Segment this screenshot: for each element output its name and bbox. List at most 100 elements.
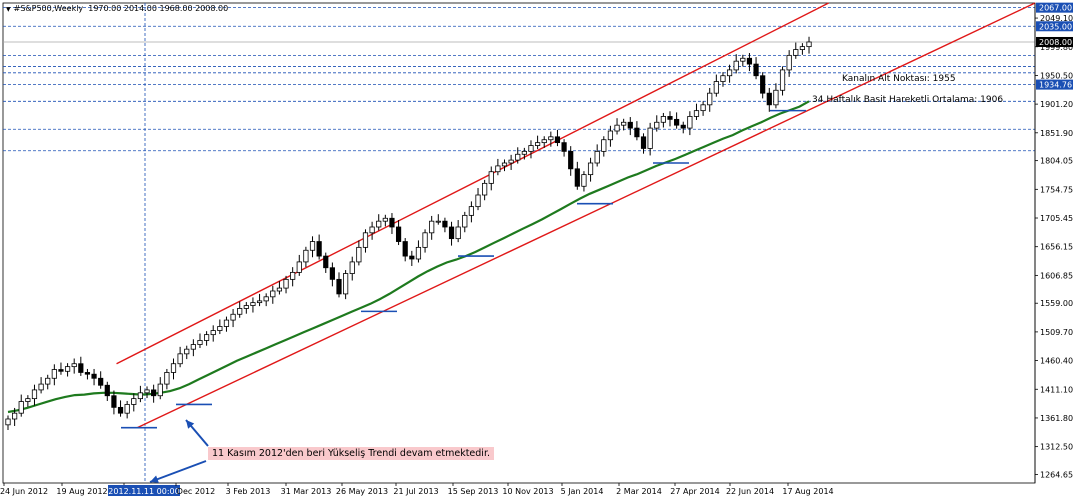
x-tick-label: 24 Jun 2012 xyxy=(0,487,48,496)
x-tick-label: 2 Mar 2014 xyxy=(616,487,662,496)
candle-bull xyxy=(237,308,243,315)
candle-bear xyxy=(84,372,91,375)
candle-bull xyxy=(243,305,249,309)
y-tick-label: 1804.05 xyxy=(1040,157,1073,166)
dropdown-triangle-icon[interactable]: ▼ xyxy=(6,6,11,13)
candle-bull xyxy=(263,296,269,302)
candle-bull xyxy=(230,313,236,321)
candle-bear xyxy=(117,406,124,414)
x-tick-label: 21 Jul 2013 xyxy=(393,487,438,496)
candle-bear xyxy=(78,363,84,373)
candle-bull xyxy=(660,116,666,123)
candle-bull xyxy=(495,165,501,173)
candle-bull xyxy=(18,401,24,414)
candle-bull xyxy=(382,217,388,222)
channel-upper-line xyxy=(116,2,829,365)
price-label-text: 2067.00 xyxy=(1039,4,1072,13)
annotation-arrows xyxy=(149,419,209,483)
candle-bull xyxy=(528,145,534,152)
candle-bear xyxy=(766,92,772,106)
candle-bull xyxy=(707,92,713,106)
y-tick-label: 1705.45 xyxy=(1040,214,1073,223)
sma-label: 34 Haftalık Basit Hareketli Ortalama: 19… xyxy=(812,95,1003,105)
candle-bull xyxy=(64,366,71,372)
candle-bull xyxy=(501,162,508,167)
candle-bull xyxy=(607,130,614,141)
trend-channel xyxy=(116,2,1036,429)
candle-bull xyxy=(217,326,223,331)
candle-bear xyxy=(442,220,448,228)
candle-bull xyxy=(5,418,11,426)
candle-bull xyxy=(349,261,355,274)
candle-bull xyxy=(309,241,316,251)
candle-bear xyxy=(58,369,64,372)
candle-bull xyxy=(256,300,263,304)
candle-bull xyxy=(197,340,203,345)
candle-bear xyxy=(554,136,561,144)
candle-bull xyxy=(793,49,799,56)
price-label-text: 2035.00 xyxy=(1039,22,1072,31)
x-tick-label: 31 Mar 2013 xyxy=(281,487,332,496)
chart-header: ▼ #S&P500,Weekly 1970.00 2014.00 1968.00 … xyxy=(6,4,228,13)
candle-bull xyxy=(621,121,627,126)
candle-bear xyxy=(568,150,574,170)
candle-bull xyxy=(687,116,693,129)
price-label-box xyxy=(1036,79,1073,90)
candle-bull xyxy=(462,214,468,228)
candle-bull xyxy=(594,150,600,164)
candle-bull xyxy=(455,226,461,240)
candle-bull xyxy=(614,124,620,132)
candles xyxy=(5,36,812,431)
candle-bear xyxy=(104,384,110,397)
x-tick-label: 19 Aug 2012 xyxy=(56,487,107,496)
candle-bear xyxy=(746,57,753,65)
candle-bull xyxy=(700,104,706,112)
arrow-to-date-head xyxy=(150,475,159,483)
candle-bull xyxy=(276,287,283,292)
price-label-box xyxy=(1036,2,1073,13)
price-label-box xyxy=(1036,36,1073,47)
crosshair-time-box xyxy=(108,485,180,496)
x-tick-label: 3 Feb 2013 xyxy=(226,487,271,496)
candle-bull xyxy=(362,232,369,248)
candle-bull xyxy=(581,174,587,187)
y-tick-label: 1312.50 xyxy=(1040,443,1073,452)
candle-bear xyxy=(111,395,117,408)
candle-bull xyxy=(157,383,163,397)
candle-bull xyxy=(303,249,309,263)
candle-bull xyxy=(131,398,137,405)
candle-bull xyxy=(475,194,481,208)
candle-bull xyxy=(435,220,441,223)
price-label-text: 2008.00 xyxy=(1039,38,1072,47)
y-tick-label: 1754.75 xyxy=(1040,185,1073,194)
candle-bull xyxy=(144,389,150,394)
candle-bull xyxy=(806,41,812,48)
candle-bull xyxy=(429,220,435,234)
candle-bull xyxy=(203,334,210,341)
candle-bear xyxy=(674,118,680,126)
x-tick-label: 15 Sep 2013 xyxy=(448,487,499,496)
candle-bull xyxy=(733,60,739,71)
x-tick-label: 26 May 2013 xyxy=(336,487,388,496)
y-tick-label: 1411.10 xyxy=(1040,385,1073,394)
candle-bear xyxy=(667,116,673,120)
trend-note: 11 Kasım 2012'den beri Yükseliş Trendi d… xyxy=(208,447,494,460)
candle-bull xyxy=(521,150,527,155)
candle-bull xyxy=(482,182,488,196)
candle-bull xyxy=(773,89,779,106)
candle-bear xyxy=(91,373,97,379)
y-tick-label: 1606.85 xyxy=(1040,271,1073,280)
candle-bull xyxy=(647,127,653,149)
candle-bull xyxy=(12,412,18,420)
candle-bear xyxy=(634,127,640,138)
candle-bull xyxy=(137,392,143,400)
price-axis: 2049.10 1999.80 1950.50 1901.20 1851.90 1804.… xyxy=(1034,2,1073,483)
candle-bull xyxy=(38,383,44,391)
channel-low-label: Kanalın Alt Noktası: 1955 xyxy=(842,74,956,84)
candle-bull xyxy=(601,139,607,152)
candle-bear xyxy=(336,278,342,295)
candle-bear xyxy=(627,121,633,129)
candle-bull xyxy=(720,75,726,82)
